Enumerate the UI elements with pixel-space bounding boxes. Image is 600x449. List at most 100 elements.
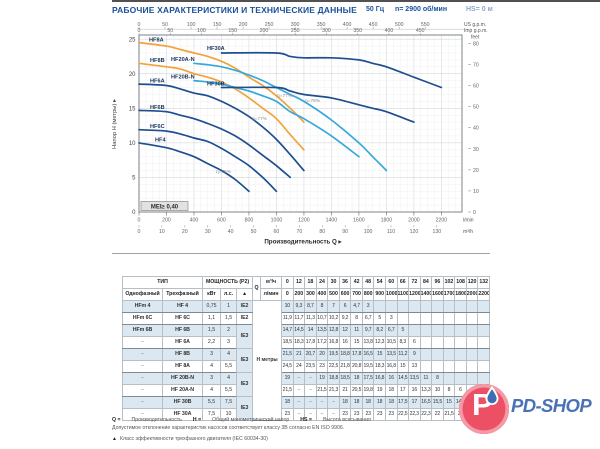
svg-text:80: 80 <box>319 229 325 235</box>
head-label: Н метры <box>252 300 283 421</box>
pd-shop-logo: P PD-SHOP <box>459 382 600 437</box>
tolerance-note: Допустимое отклонение характеристик насо… <box>112 425 345 431</box>
single-phase-model: HFm 6C <box>122 312 163 325</box>
efficiency-label: η=77% <box>252 116 268 122</box>
svg-text:50: 50 <box>473 105 479 111</box>
curve-label-HF8B: HF8B <box>150 58 165 64</box>
svg-text:70: 70 <box>296 229 302 235</box>
svg-text:1800: 1800 <box>381 218 393 224</box>
svg-text:400: 400 <box>343 22 352 28</box>
type-group-header: ТИП <box>121 276 204 289</box>
svg-text:150: 150 <box>213 22 222 28</box>
svg-text:40: 40 <box>473 126 479 132</box>
svg-text:Производительность Q ▸: Производительность Q ▸ <box>264 239 342 246</box>
svg-text:200: 200 <box>260 28 269 34</box>
suction-head-value: HS= 0 м <box>466 5 493 13</box>
table-row-HF6A: – HF 6A 2,2 3 18,5 18,3 17,8 17,2 16,8 16 15 13,8 12… <box>122 336 490 349</box>
pump-curve-HF4 <box>138 142 250 193</box>
svg-text:20: 20 <box>129 72 136 78</box>
table-row-HF8A: – HF 8A 4 5,5 24,5 24 23,5 23 22,5 21,8 20,8 19,5 18… <box>122 360 490 373</box>
section-divider <box>112 253 490 254</box>
three-phase-model: HF 6C <box>161 312 204 325</box>
footnotes: Q = Производительность H = Общий манометрич… <box>112 417 497 442</box>
single-phase-model: – <box>122 408 163 421</box>
power-kw: 3 <box>202 348 222 361</box>
svg-text:10: 10 <box>159 229 165 235</box>
svg-text:20: 20 <box>182 229 188 235</box>
svg-text:5: 5 <box>132 176 136 182</box>
single-phase-model: – <box>122 360 163 373</box>
svg-text:90: 90 <box>342 229 348 235</box>
curve-label-HF30A: HF30A <box>207 46 225 52</box>
legend-item: HS = Высота всасывания <box>300 417 371 423</box>
three-phase-model: HF 8B <box>161 348 204 361</box>
svg-text:500: 500 <box>395 22 404 28</box>
power-hp: 1 <box>220 300 238 313</box>
power-kw: 1,1 <box>202 312 222 325</box>
svg-text:50: 50 <box>251 229 257 235</box>
curve-label-HF6C: HF6C <box>150 124 165 130</box>
chart-grid <box>138 34 463 213</box>
ie-class: IE2 <box>236 312 254 325</box>
svg-text:100: 100 <box>187 22 196 28</box>
table-row-HF4: HFm 4 HF 4 0,75 1 IE2 Н метры 10 9,3 8,7 8 7 6 4,7 3 <box>122 300 490 421</box>
svg-text:20: 20 <box>473 168 479 174</box>
svg-text:MEI≥ 0,40: MEI≥ 0,40 <box>151 204 179 210</box>
svg-text:0: 0 <box>132 210 136 216</box>
ie-class-note: ▲ Класс эффективности трехфазного двигате… <box>112 436 268 442</box>
svg-text:450: 450 <box>369 22 378 28</box>
svg-text:350: 350 <box>317 22 326 28</box>
pump-curve-HF30B <box>220 86 415 123</box>
three-phase-model: HF 20B-N <box>161 372 204 385</box>
m3h-unit: м³/ч <box>260 276 283 289</box>
page-title: РАБОЧИЕ ХАРАКТЕРИСТИКИ И ТЕХНИЧЕСКИЕ ДАН… <box>112 5 357 15</box>
single-phase-model: HFm 4 <box>122 300 163 313</box>
single-phase-model: – <box>122 348 163 361</box>
legend-item: Q = Производительность <box>112 417 182 423</box>
svg-text:1000: 1000 <box>271 218 283 224</box>
three-phase-model: HF 8A <box>161 360 204 373</box>
svg-text:l/min: l/min <box>463 218 474 224</box>
svg-text:300: 300 <box>291 22 300 28</box>
svg-text:60: 60 <box>274 229 280 235</box>
curve-label-HF30B: HF30B <box>207 82 225 88</box>
efficiency-label: η=77% <box>277 93 293 99</box>
power-hp: 5,5 <box>220 384 238 397</box>
three-phase-model: HF 4 <box>161 300 204 313</box>
svg-text:30: 30 <box>205 229 211 235</box>
table-row-HF6B: HFm 6B HF 6B 1,5 2 IE3 14,7 14,5 14 13,5 12,8 12 11… <box>122 324 490 349</box>
svg-text:350: 350 <box>353 28 362 34</box>
svg-text:1400: 1400 <box>326 218 338 224</box>
svg-text:250: 250 <box>291 28 300 34</box>
q-header: Q <box>252 276 262 301</box>
power-hp: 4 <box>220 372 238 385</box>
three-phase-model: HF 6B <box>161 324 204 337</box>
logo-circle <box>459 384 509 434</box>
curve-label-HF4: HF4 <box>155 138 166 144</box>
power-hp: 1,5 <box>220 312 238 325</box>
frequency-value: 50 Гц <box>366 5 385 13</box>
logo-text: PD-SHOP <box>511 395 592 416</box>
ie-class: IE3 <box>236 348 254 373</box>
power-kw: 4 <box>202 384 222 397</box>
table-row-HF6C: HFm 6C HF 6C 1,1 1,5 IE2 11,9 11,7 11,3 10,7 10,2… <box>122 312 490 325</box>
curve-label-HF6A: HF6A <box>150 79 165 85</box>
power-hp: 4 <box>220 348 238 361</box>
svg-text:450: 450 <box>416 28 425 34</box>
svg-text:200: 200 <box>162 218 171 224</box>
svg-text:70: 70 <box>473 62 479 68</box>
table-row-HF20B-N: – HF 20B-N 3 4 IE3 19– –19 18,8 18,5 18 17,5 16,8 16… <box>122 372 490 397</box>
svg-text:2200: 2200 <box>436 218 448 224</box>
single-phase-model: – <box>122 372 163 385</box>
power-kw: 3 <box>202 372 222 385</box>
power-hp: 3 <box>220 336 238 349</box>
power-kw: 5,5 <box>202 396 222 409</box>
svg-text:300: 300 <box>322 28 331 34</box>
ie-class: IE3 <box>236 396 254 421</box>
pump-curve-HF8A <box>138 41 305 123</box>
efficiency-label: η=75% <box>216 169 232 175</box>
svg-text:0: 0 <box>138 28 141 34</box>
pump-curve-HF20B-N <box>193 79 360 158</box>
